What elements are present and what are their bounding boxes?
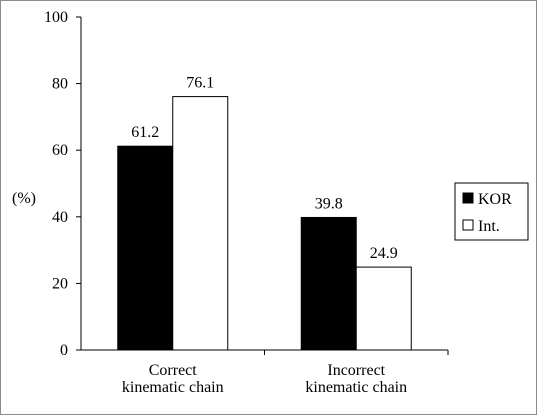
bar (117, 145, 174, 351)
data-labels: 61.2 39.8 76.1 24.9 (131, 75, 398, 262)
y-tick-label: 20 (52, 275, 68, 292)
legend-swatch-int (462, 219, 474, 231)
y-axis-label: (%) (12, 190, 36, 207)
bars (117, 96, 412, 351)
legend-label-int: Int. (478, 218, 500, 235)
data-label: 24.9 (370, 245, 398, 262)
data-label: 76.1 (186, 75, 214, 92)
x-tick-label: Incorrect (327, 362, 385, 379)
y-tick-label: 40 (52, 209, 68, 226)
bar (172, 96, 229, 351)
bar (300, 216, 357, 351)
y-tick-label: 60 (52, 142, 68, 159)
data-label: 39.8 (315, 195, 343, 212)
legend-swatch-kor (462, 192, 474, 204)
y-tick-label: 100 (44, 9, 68, 26)
x-tick-label: kinematic chain (122, 379, 224, 396)
legend: KOR Int. (454, 182, 529, 241)
x-tick-label: Correct (149, 362, 198, 379)
x-tick-label: kinematic chain (305, 379, 407, 396)
y-tick-label: 80 (52, 76, 68, 93)
y-tick-label: 0 (60, 342, 68, 359)
legend-label-kor: KOR (478, 191, 512, 208)
data-label: 61.2 (131, 124, 159, 141)
bar (355, 266, 412, 351)
